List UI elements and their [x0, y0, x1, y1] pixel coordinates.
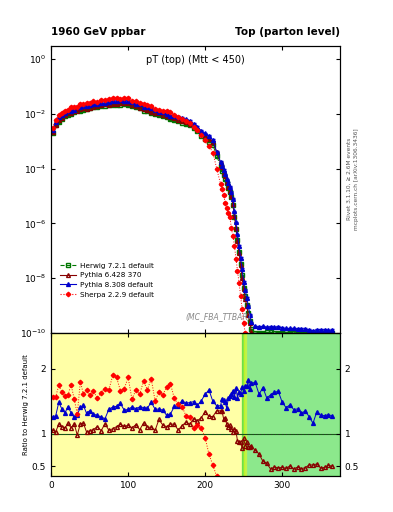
Text: Top (parton level): Top (parton level): [235, 27, 340, 37]
Legend: Herwig 7.2.1 default, Pythia 6.428 370, Pythia 8.308 default, Sherpa 2.2.9 defau: Herwig 7.2.1 default, Pythia 6.428 370, …: [58, 260, 157, 301]
Text: (MC_FBA_TTBAR): (MC_FBA_TTBAR): [186, 312, 252, 322]
Text: pT (top) (Mtt < 450): pT (top) (Mtt < 450): [146, 55, 245, 65]
Text: mcplots.cern.ch [arXiv:1306.3436]: mcplots.cern.ch [arXiv:1306.3436]: [354, 129, 360, 230]
Y-axis label: Ratio to Herwig 7.2.1 default: Ratio to Herwig 7.2.1 default: [23, 354, 29, 455]
Text: 1960 GeV ppbar: 1960 GeV ppbar: [51, 27, 145, 37]
Text: Rivet 3.1.10, ≥ 2.6M events: Rivet 3.1.10, ≥ 2.6M events: [347, 138, 352, 220]
